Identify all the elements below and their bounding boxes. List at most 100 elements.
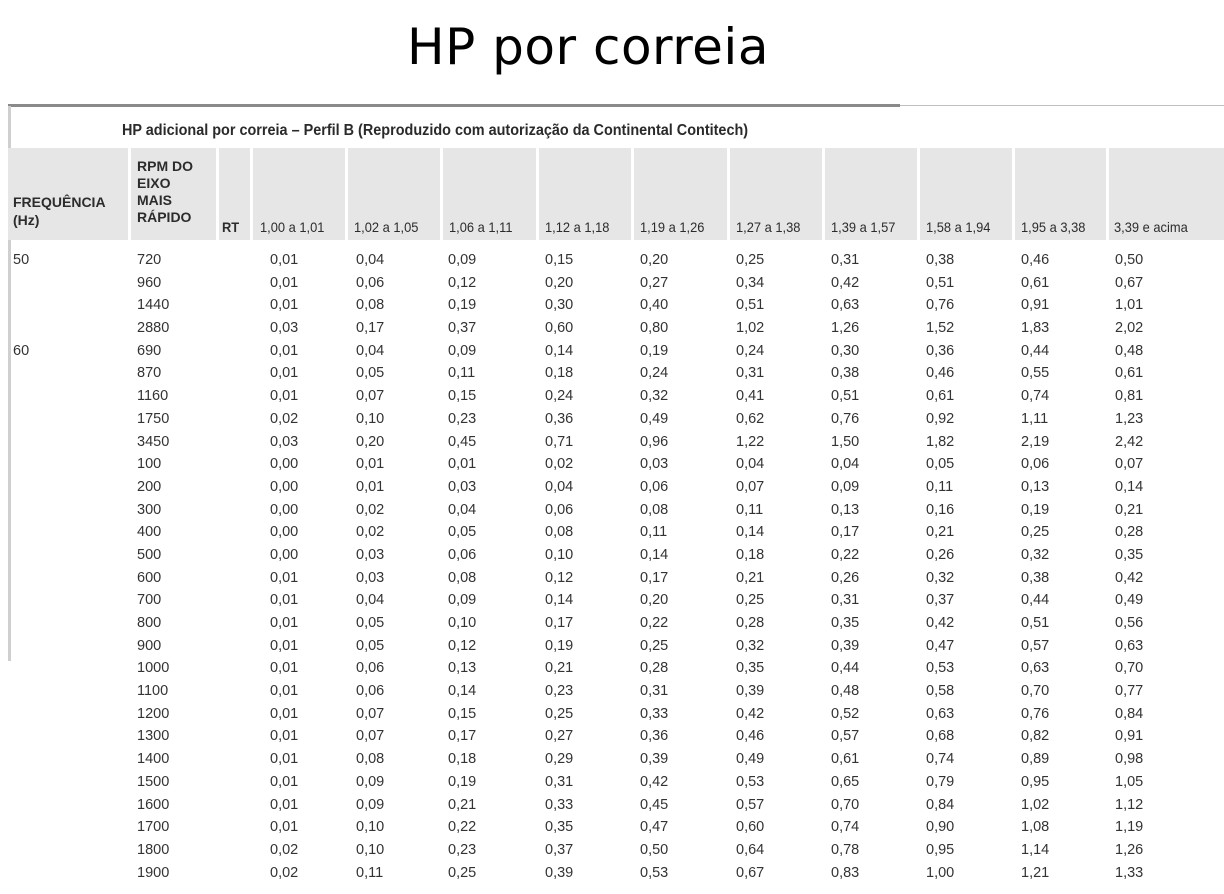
header-ratio-range: 1,95 a 3,38 [1021,219,1086,235]
cell-hp-value: 0,07 [356,388,385,405]
cell-hp-value: 0,31 [640,683,669,700]
cell-hp-value: 0,62 [736,410,765,427]
cell-hp-value: 0,24 [545,388,574,405]
header-ratio-range: 1,39 a 1,57 [831,219,896,235]
cell-hp-value: 0,17 [545,615,574,631]
cell-hp-value: 0,31 [831,592,860,609]
cell-hp-value: 0,38 [926,252,955,268]
cell-hp-value: 0,08 [545,524,574,541]
cell-hp-value: 0,39 [640,751,669,768]
cell-rpm: 1160 [137,388,169,405]
cell-hp-value: 1,11 [1021,410,1049,427]
table-row: 1100 0,01 0,06 0,14 0,23 0,31 0,39 0,48 0,58 0,70… [0,680,1224,703]
cell-hp-value: 0,11 [926,478,954,495]
cell-hp-value: 0,82 [1021,728,1050,745]
header-column-separator [1106,148,1109,240]
table-row: 1300 0,01 0,07 0,17 0,27 0,36 0,46 0,57 0,68 0,82… [0,725,1224,748]
cell-hp-value: 0,01 [270,773,299,790]
cell-hp-value: 0,52 [831,705,860,722]
cell-hp-value: 0,84 [926,796,955,813]
header-frequency-line: (Hz) [13,212,40,228]
cell-hp-value: 0,04 [356,592,385,609]
cell-hp-value: 0,01 [270,342,299,359]
header-column-separator [917,148,920,240]
cell-hp-value: 0,19 [1021,501,1050,518]
cell-rpm: 1000 [137,660,170,677]
table-row: 900 0,01 0,05 0,12 0,19 0,25 0,32 0,39 0,47 0,57 0… [0,635,1224,658]
cell-hp-value: 0,01 [356,456,385,473]
cell-hp-value: 0,06 [356,660,385,677]
cell-hp-value: 0,01 [270,615,299,631]
table-row: 960 0,01 0,06 0,12 0,20 0,27 0,34 0,42 0,51 0,61 0… [0,272,1224,295]
cell-hp-value: 1,26 [1115,841,1144,858]
cell-hp-value: 1,14 [1021,841,1050,858]
cell-hp-value: 0,02 [545,456,574,473]
cell-hp-value: 0,37 [926,592,955,609]
cell-hp-value: 0,09 [356,796,385,813]
header-column-separator [727,148,730,240]
cell-rpm: 1750 [137,410,170,427]
cell-hp-value: 0,11 [736,501,764,518]
cell-hp-value: 0,26 [831,569,860,586]
cell-frequency: 60 [13,342,30,359]
cell-hp-value: 0,24 [640,365,669,382]
table-row: 800 0,01 0,05 0,10 0,17 0,22 0,28 0,35 0,42 0,51 0… [0,612,1224,635]
header-column-separator [440,148,443,240]
cell-hp-value: 0,13 [831,501,860,518]
cell-hp-value: 0,01 [270,705,299,722]
cell-hp-value: 0,08 [640,501,669,518]
cell-hp-value: 0,42 [640,773,669,790]
cell-rpm: 1400 [137,751,170,768]
cell-hp-value: 0,80 [640,320,669,337]
cell-hp-value: 0,70 [831,796,860,813]
cell-hp-value: 0,46 [1021,252,1050,268]
cell-hp-value: 1,22 [736,433,765,450]
cell-hp-value: 0,79 [926,773,955,790]
cell-hp-value: 0,76 [926,297,955,314]
cell-hp-value: 0,35 [831,615,860,631]
cell-hp-value: 0,32 [640,388,669,405]
cell-hp-value: 0,22 [448,819,477,836]
header-frequency: FREQUÊNCIA (Hz) [13,193,106,229]
cell-hp-value: 0,20 [640,592,669,609]
cell-hp-value: 0,64 [736,841,765,858]
cell-hp-value: 1,19 [1115,819,1144,836]
cell-hp-value: 0,02 [270,841,299,858]
cell-hp-value: 0,21 [736,569,765,586]
cell-rpm: 800 [137,615,162,631]
cell-hp-value: 0,33 [545,796,574,813]
table-row: 500 0,00 0,03 0,06 0,10 0,14 0,18 0,22 0,26 0,32 0… [0,544,1224,567]
cell-hp-value: 0,00 [270,456,299,473]
cell-hp-value: 0,05 [356,365,385,382]
cell-hp-value: 0,01 [270,660,299,677]
cell-hp-value: 0,35 [1115,546,1144,563]
cell-hp-value: 0,39 [831,637,860,654]
cell-hp-value: 0,53 [926,660,955,677]
cell-hp-value: 0,25 [640,637,669,654]
cell-hp-value: 0,78 [831,841,860,858]
cell-hp-value: 0,63 [926,705,955,722]
cell-hp-value: 0,08 [356,751,385,768]
cell-hp-value: 0,14 [1115,478,1144,495]
header-rpm-line: RÁPIDO [137,209,192,225]
cell-hp-value: 0,32 [1021,546,1050,563]
header-rpm-line: MAIS [137,192,172,208]
cell-rpm: 720 [137,252,162,268]
cell-hp-value: 0,02 [270,410,299,427]
cell-hp-value: 0,02 [356,524,385,541]
table-row: 2880 0,03 0,17 0,37 0,60 0,80 1,02 1,26 1,52 1,83… [0,317,1224,340]
cell-hp-value: 0,51 [1021,615,1050,631]
table-row: 1000 0,01 0,06 0,13 0,21 0,28 0,35 0,44 0,53 0,63… [0,657,1224,680]
table-row: 1500 0,01 0,09 0,19 0,31 0,42 0,53 0,65 0,79 0,95… [0,771,1224,794]
cell-hp-value: 0,06 [1021,456,1050,473]
cell-hp-value: 0,14 [640,546,669,563]
cell-hp-value: 1,26 [831,320,860,337]
header-ratio-range: 1,19 a 1,26 [640,219,705,235]
cell-hp-value: 0,29 [545,751,574,768]
cell-hp-value: 0,00 [270,524,299,541]
cell-rpm: 3450 [137,433,170,450]
cell-hp-value: 0,06 [448,546,477,563]
cell-hp-value: 0,44 [1021,342,1050,359]
cell-hp-value: 0,50 [1115,252,1144,268]
cell-hp-value: 0,12 [545,569,574,586]
